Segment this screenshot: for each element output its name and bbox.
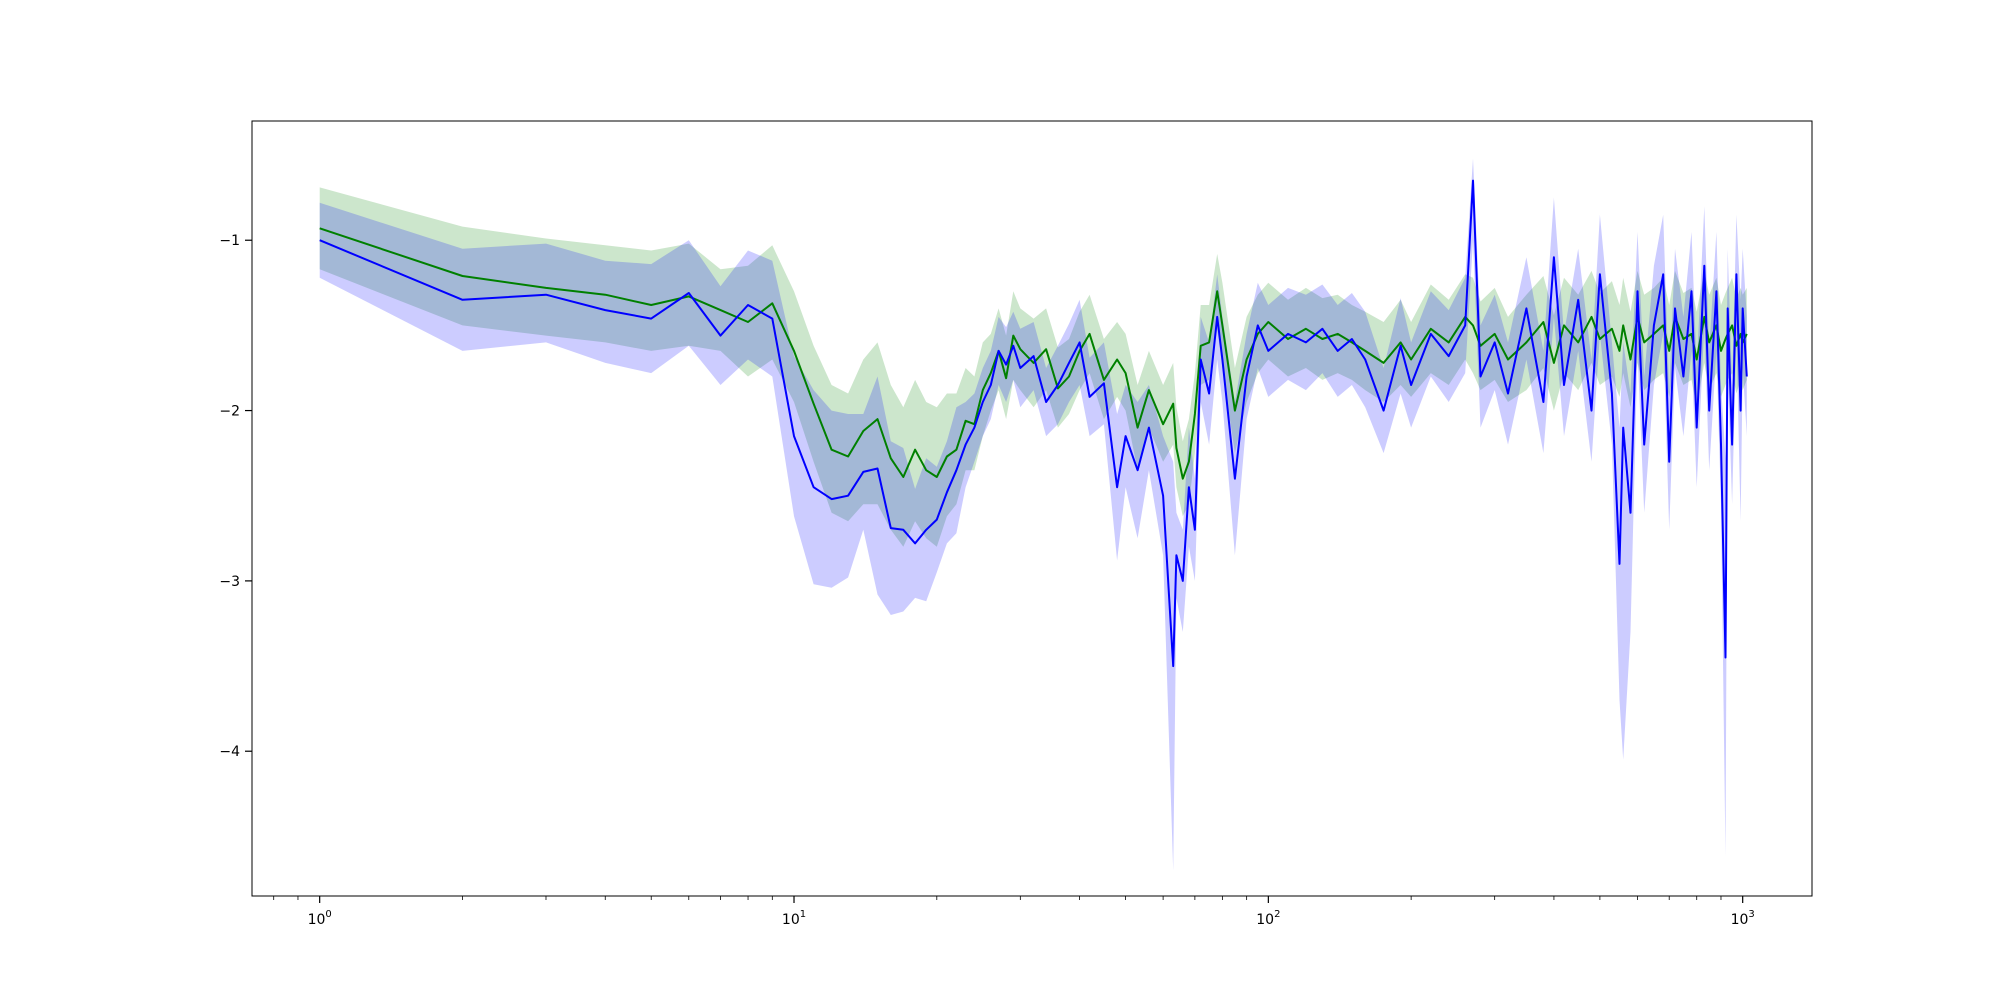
y-tick-label: −2 [219,404,240,420]
series-2-line [319,179,1748,668]
series-lines [319,179,1748,668]
x-axis-ticks: 100 101 102 103 [273,896,1755,928]
x-tick-label: 103 [1731,909,1755,928]
series-1-band [319,187,1747,547]
x-tick-label: 102 [1256,909,1280,928]
confidence-bands [319,158,1747,871]
y-tick-label: −1 [219,233,240,249]
x-tick-label: 100 [308,909,332,928]
y-tick-label: −3 [219,574,240,590]
plot-area-frame [251,120,1813,897]
y-axis-ticks: −1 −2 −3 −4 [219,233,252,760]
series-1-line [319,227,1748,480]
y-tick-label: −4 [219,744,240,760]
series-2-band [319,158,1747,871]
x-tick-label: 101 [782,909,806,928]
